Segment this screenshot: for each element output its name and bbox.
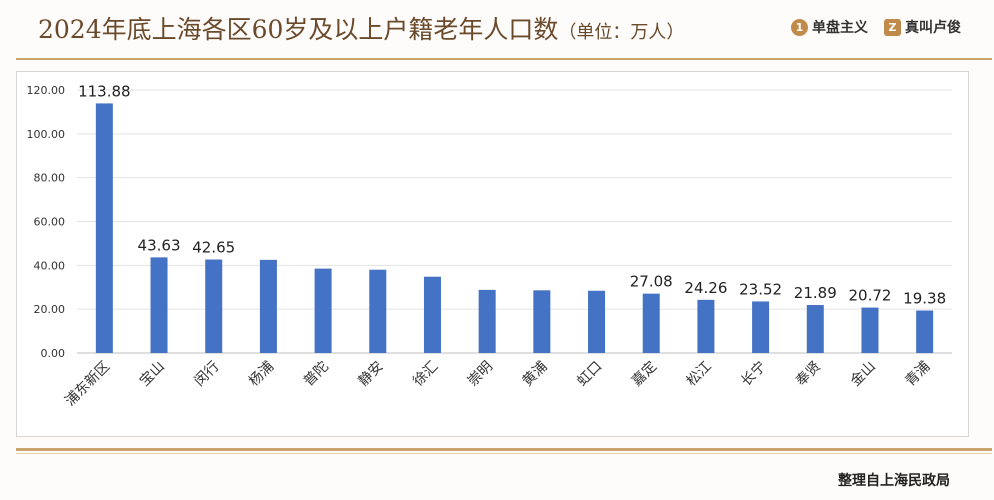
data-label: 19.38 <box>903 290 946 308</box>
bar <box>806 305 824 353</box>
x-tick-label: 宝山 <box>137 359 168 390</box>
x-tick-label: 浦东新区 <box>62 359 113 410</box>
x-tick-label: 普陀 <box>301 359 332 390</box>
bar <box>642 293 660 353</box>
bar <box>533 290 551 353</box>
bar <box>314 268 332 353</box>
bar <box>478 289 496 353</box>
footer-divider-thin <box>16 453 992 454</box>
x-tick-label: 金山 <box>848 359 879 390</box>
brand-label: 真叫卢俊 <box>905 20 961 36</box>
y-tick-label: 80.00 <box>34 172 66 185</box>
bar <box>861 307 879 353</box>
data-label: 113.88 <box>78 82 131 100</box>
y-tick-label: 40.00 <box>34 259 66 272</box>
bar <box>369 269 387 353</box>
bar <box>697 299 715 353</box>
bar <box>95 103 113 354</box>
y-tick-label: 100.00 <box>27 128 66 141</box>
x-tick-label: 崇明 <box>465 359 496 390</box>
title-text: 2024年底上海各区60岁及以上户籍老年人口数 <box>38 15 559 44</box>
x-tick-label: 黄浦 <box>519 358 551 390</box>
x-tick-label: 青浦 <box>902 359 933 390</box>
x-tick-label: 虹口 <box>574 359 605 390</box>
brand-zhenjiaolujun: Z 真叫卢俊 <box>884 17 961 37</box>
y-tick-label: 60.00 <box>34 216 66 229</box>
data-label: 27.08 <box>630 273 673 291</box>
y-tick-label: 0.00 <box>41 347 66 360</box>
x-tick-label: 闵行 <box>191 359 222 390</box>
brand-logo-icon: Z <box>884 18 901 36</box>
bar <box>259 259 277 353</box>
bar <box>752 301 770 353</box>
page-title: 2024年底上海各区60岁及以上户籍老年人口数（单位：万人） <box>38 10 684 46</box>
chart-frame: 0.00 20.00 40.00 60.00 80.00 100.00 120.00 113.… <box>16 71 969 437</box>
source-note: 整理自上海民政局 <box>838 473 950 489</box>
bar-chart: 0.00 20.00 40.00 60.00 80.00 100.00 120.00 113.… <box>27 82 952 410</box>
bar <box>205 259 223 353</box>
brand-label: 单盘主义 <box>812 20 868 36</box>
title-unit: （单位：万人） <box>558 22 685 43</box>
header-divider <box>16 58 992 60</box>
x-tick-label: 徐汇 <box>410 359 441 390</box>
x-tick-label: 嘉定 <box>629 359 660 390</box>
data-label: 43.63 <box>138 236 181 254</box>
bar <box>916 310 934 353</box>
x-tick-label: 静安 <box>355 359 386 390</box>
data-label: 24.26 <box>684 279 727 297</box>
x-tick-label: 杨浦 <box>246 359 277 390</box>
x-tick-label: 长宁 <box>738 358 770 390</box>
data-label: 42.65 <box>192 239 235 257</box>
bar <box>588 290 606 353</box>
brand-danpanzhuyi: 1 单盘主义 <box>791 17 868 37</box>
footer-divider <box>16 448 992 451</box>
x-tick-label: 松江 <box>684 359 715 390</box>
data-label: 23.52 <box>739 280 782 298</box>
bar <box>150 257 168 353</box>
y-tick-label: 120.00 <box>27 84 66 97</box>
brand-logo-icon: 1 <box>791 18 808 36</box>
data-label: 20.72 <box>848 287 891 305</box>
bar <box>423 276 441 353</box>
data-label: 21.89 <box>794 284 837 302</box>
x-tick-label: 奉贤 <box>793 359 824 390</box>
y-tick-label: 20.00 <box>34 303 66 316</box>
